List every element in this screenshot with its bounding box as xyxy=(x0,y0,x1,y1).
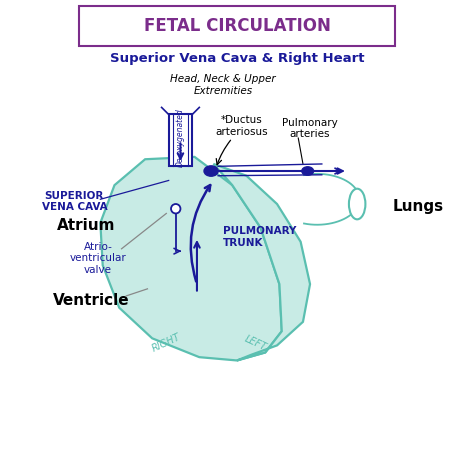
Text: *Ductus
arteriosus: *Ductus arteriosus xyxy=(215,116,268,137)
Text: Lungs: Lungs xyxy=(392,199,444,214)
Text: SUPERIOR
VENA CAVA: SUPERIOR VENA CAVA xyxy=(42,191,107,212)
Text: FETAL CIRCULATION: FETAL CIRCULATION xyxy=(144,17,330,35)
Polygon shape xyxy=(100,157,282,360)
Text: LEFT: LEFT xyxy=(243,334,268,353)
Polygon shape xyxy=(213,164,310,360)
Text: De-oxygenated: De-oxygenated xyxy=(176,109,185,167)
Text: PULMONARY
TRUNK: PULMONARY TRUNK xyxy=(223,226,296,248)
Text: Superior Vena Cava & Right Heart: Superior Vena Cava & Right Heart xyxy=(110,53,364,65)
Text: Atrium: Atrium xyxy=(57,218,116,233)
FancyBboxPatch shape xyxy=(79,6,395,46)
Ellipse shape xyxy=(349,189,365,219)
Text: Ventricle: Ventricle xyxy=(53,293,129,308)
Text: Pulmonary
arteries: Pulmonary arteries xyxy=(282,118,338,139)
Ellipse shape xyxy=(302,167,314,175)
Text: Atrio-
ventricular
valve: Atrio- ventricular valve xyxy=(70,242,127,275)
Polygon shape xyxy=(169,115,192,166)
Ellipse shape xyxy=(171,204,181,213)
Ellipse shape xyxy=(204,166,218,176)
Text: RIGHT: RIGHT xyxy=(150,332,182,354)
Text: Head, Neck & Upper
Extremities: Head, Neck & Upper Extremities xyxy=(170,74,276,96)
